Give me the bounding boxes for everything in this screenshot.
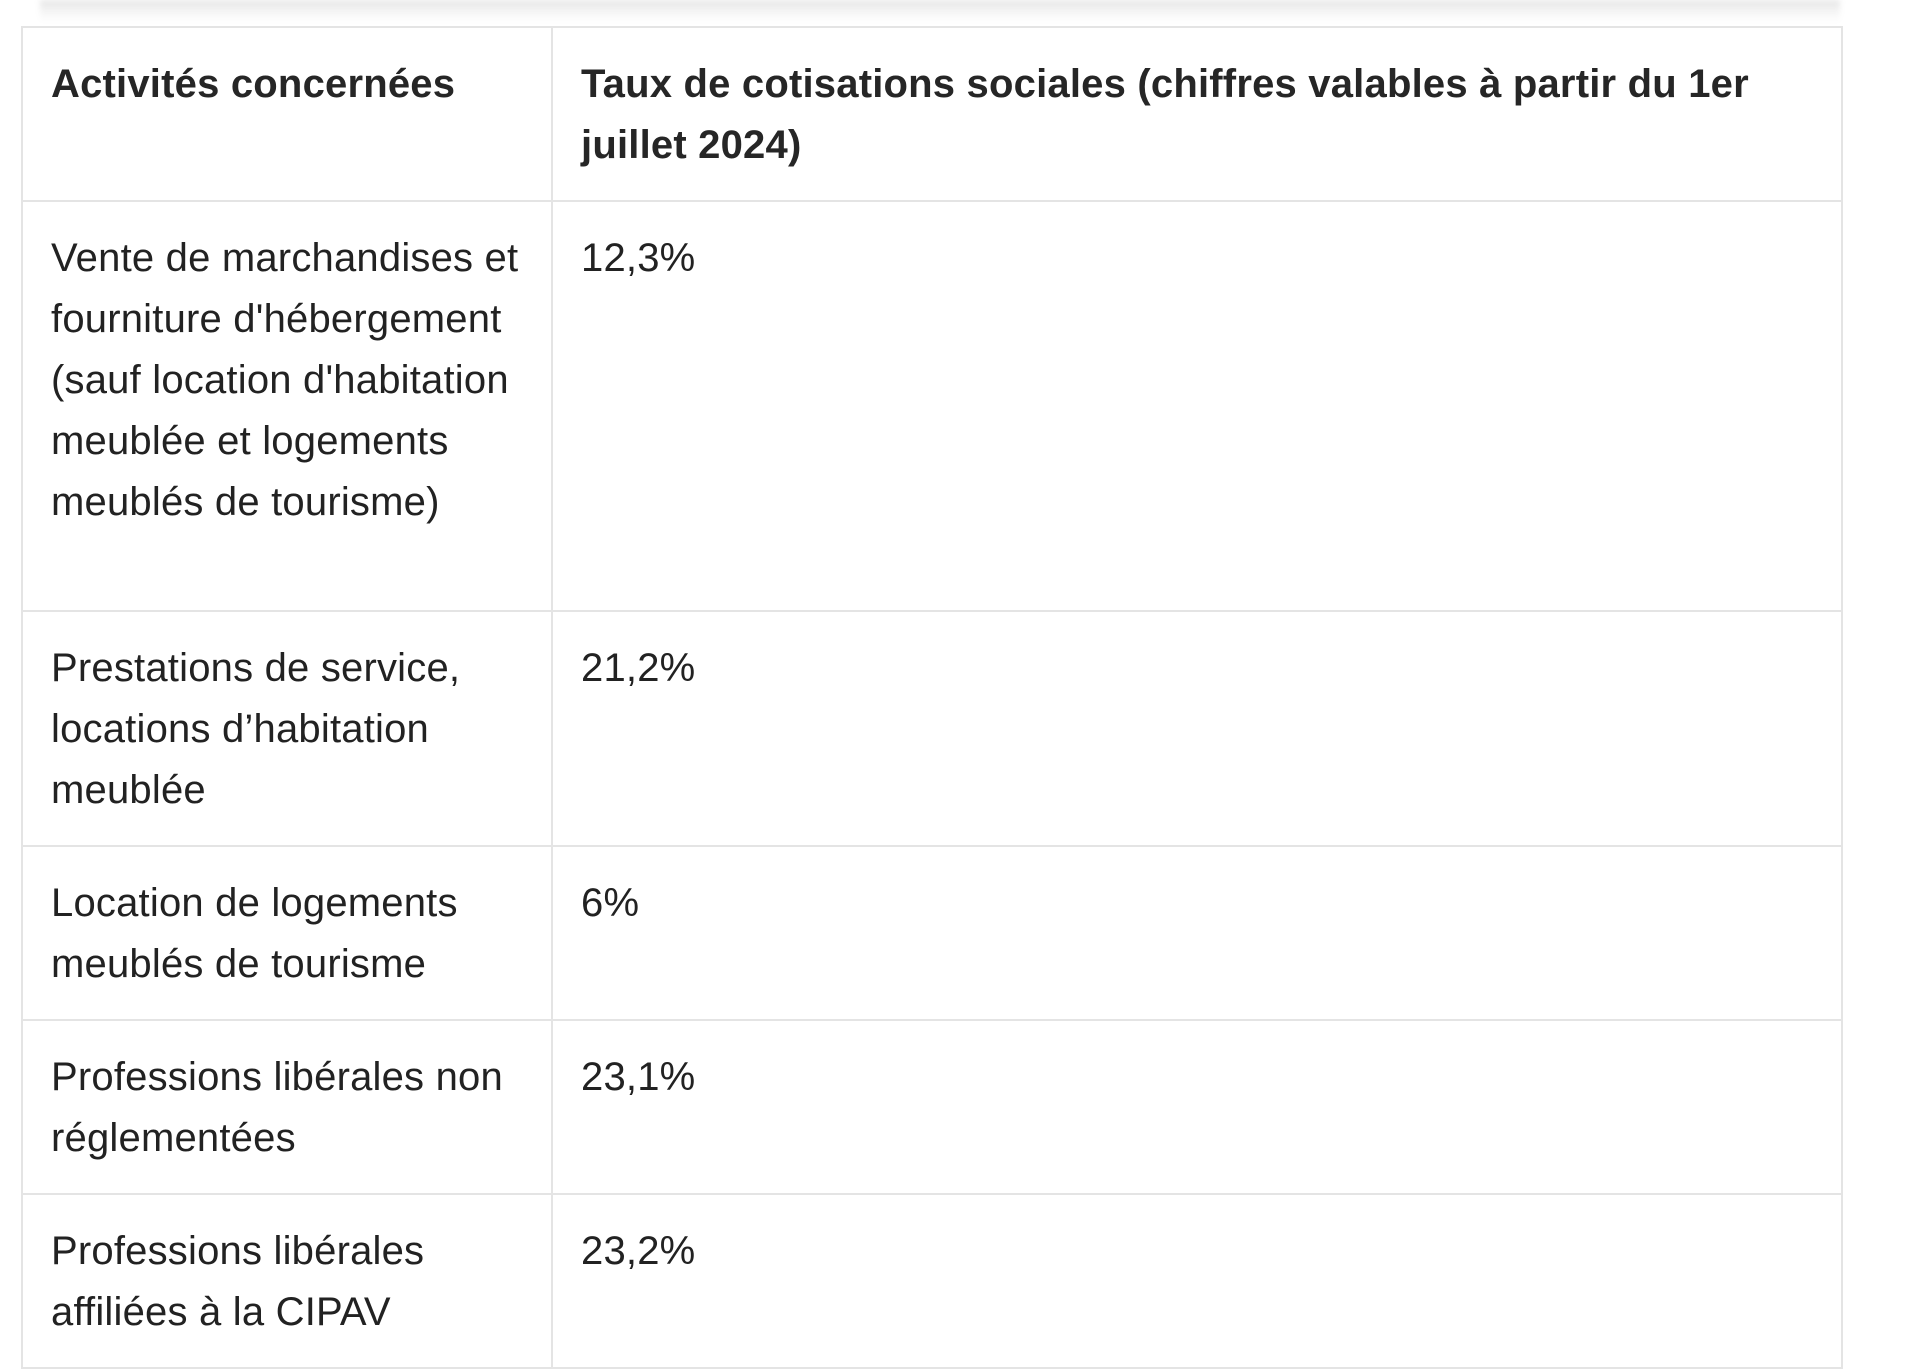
rate-cell: 21,2% [551, 610, 1843, 847]
rate-cell: 23,1% [551, 1019, 1843, 1195]
rate-cell: 23,2% [551, 1193, 1843, 1369]
table-row: Vente de marchandises et fourniture d'hé… [21, 200, 1843, 612]
table-header-row: Activités concernées Taux de cotisations… [21, 26, 1843, 202]
top-shadow [40, 0, 1840, 22]
header-activities: Activités concernées [21, 26, 553, 202]
table-row: Professions libérales non réglementées 2… [21, 1019, 1843, 1195]
activity-cell: Location de logements meublés de tourism… [21, 845, 553, 1021]
table-row: Location de logements meublés de tourism… [21, 845, 1843, 1021]
activity-cell: Vente de marchandises et fourniture d'hé… [21, 200, 553, 612]
activity-cell: Prestations de service, locations d’habi… [21, 610, 553, 847]
header-rate: Taux de cotisations sociales (chiffres v… [551, 26, 1843, 202]
activity-cell: Professions libérales non réglementées [21, 1019, 553, 1195]
contribution-rates-table: Activités concernées Taux de cotisations… [21, 26, 1843, 1369]
activity-cell: Professions libérales affiliées à la CIP… [21, 1193, 553, 1369]
table-row: Professions libérales affiliées à la CIP… [21, 1193, 1843, 1369]
rate-cell: 6% [551, 845, 1843, 1021]
table-row: Prestations de service, locations d’habi… [21, 610, 1843, 847]
rate-cell: 12,3% [551, 200, 1843, 612]
